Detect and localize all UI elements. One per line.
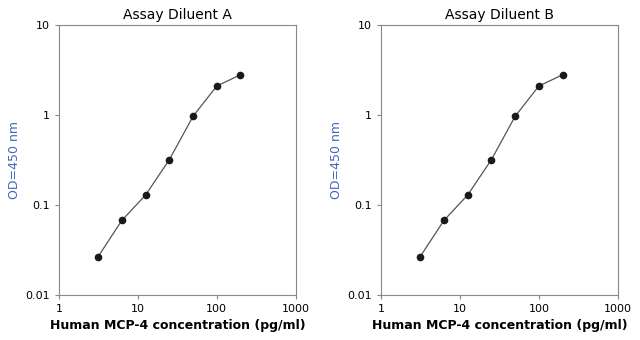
Y-axis label: OD=450 nm: OD=450 nm (8, 121, 21, 199)
X-axis label: Human MCP-4 concentration (pg/ml): Human MCP-4 concentration (pg/ml) (372, 319, 627, 332)
Y-axis label: OD=450 nm: OD=450 nm (330, 121, 344, 199)
Title: Assay Diluent A: Assay Diluent A (123, 8, 232, 22)
X-axis label: Human MCP-4 concentration (pg/ml): Human MCP-4 concentration (pg/ml) (49, 319, 305, 332)
Title: Assay Diluent B: Assay Diluent B (445, 8, 554, 22)
